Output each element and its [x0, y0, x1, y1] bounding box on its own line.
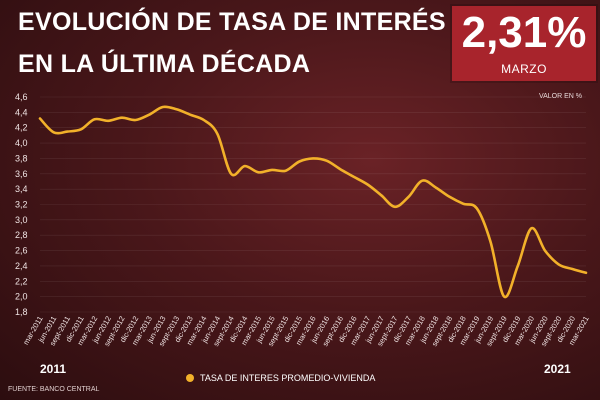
data-point	[175, 108, 177, 110]
data-point	[39, 117, 41, 119]
y-tick-label: 1,8	[15, 307, 28, 317]
chart-title-line-2: EN LA ÚLTIMA DÉCADA	[18, 50, 311, 78]
series-layer	[38, 105, 588, 299]
data-point	[312, 157, 314, 159]
data-point	[134, 119, 136, 121]
data-point	[80, 128, 82, 130]
data-point	[366, 183, 368, 185]
y-tick-label: 3,8	[15, 153, 28, 163]
x-axis-tick-labels: mar-2011jun-2011sept-2011dic-2011mar-201…	[21, 314, 591, 347]
chart-title-line-1: EVOLUCIÓN DE TASA DE INTERÉS	[18, 8, 446, 36]
data-point	[216, 133, 218, 135]
y-tick-label: 2,2	[15, 276, 28, 286]
data-point	[52, 131, 54, 133]
y-tick-label: 3,2	[15, 200, 28, 210]
y-tick-label: 4,6	[15, 92, 28, 102]
source-note: FUENTE: BANCO CENTRAL	[8, 386, 100, 393]
data-point	[148, 113, 150, 115]
y-tick-label: 2,0	[15, 292, 28, 302]
current-rate-value: 2,31%	[461, 8, 587, 57]
data-point	[380, 194, 382, 196]
data-point	[571, 268, 573, 270]
data-point	[407, 196, 409, 198]
data-point	[162, 106, 164, 108]
y-tick-label: 3,6	[15, 169, 28, 179]
y-tick-label: 3,0	[15, 215, 28, 225]
units-label: VALOR EN %	[538, 93, 582, 100]
start-year-label: 2011	[40, 362, 67, 376]
data-point	[189, 113, 191, 115]
y-tick-label: 2,8	[15, 230, 28, 240]
data-point	[530, 227, 532, 229]
y-tick-label: 4,4	[15, 107, 28, 117]
legend-marker-icon	[186, 374, 194, 382]
data-point	[353, 176, 355, 178]
data-point	[544, 249, 546, 251]
legend: TASA DE INTERES PROMEDIO-VIVIENDA	[186, 373, 375, 383]
data-point	[489, 240, 491, 242]
data-point	[476, 207, 478, 209]
data-point	[558, 263, 560, 265]
data-point	[121, 117, 123, 119]
y-tick-label: 4,0	[15, 138, 28, 148]
data-point	[325, 160, 327, 162]
data-point	[448, 196, 450, 198]
data-point	[517, 265, 519, 267]
y-axis-tick-labels: 4,6 4,4 4,2 4,0 3,8 3,6 3,4 3,2 3,0 2,8 2,6 2,4 2,2 2…	[15, 92, 28, 317]
data-point	[93, 118, 95, 120]
data-point	[244, 165, 246, 167]
data-point	[203, 119, 205, 121]
data-point	[107, 120, 109, 122]
data-point	[257, 171, 259, 173]
data-point	[435, 186, 437, 188]
y-tick-label: 3,4	[15, 184, 28, 194]
data-point	[462, 203, 464, 205]
data-point	[339, 168, 341, 170]
current-rate-badge: 2,31% MARZO	[452, 6, 596, 81]
series-line-tasa-interes	[38, 105, 588, 299]
data-point	[66, 130, 68, 132]
y-tick-label: 2,4	[15, 261, 28, 271]
y-tick-label: 4,2	[15, 123, 28, 133]
data-point	[271, 169, 273, 171]
legend-label: TASA DE INTERES PROMEDIO-VIVIENDA	[200, 373, 376, 383]
data-point	[503, 295, 505, 297]
end-year-label: 2021	[544, 362, 571, 376]
data-point	[298, 160, 300, 162]
data-point	[421, 179, 423, 181]
data-point	[585, 272, 587, 274]
y-tick-label: 2,6	[15, 246, 28, 256]
data-point	[285, 170, 287, 172]
current-rate-month: MARZO	[501, 62, 547, 76]
data-point	[394, 206, 396, 208]
data-point	[230, 173, 232, 175]
grid	[40, 96, 586, 313]
